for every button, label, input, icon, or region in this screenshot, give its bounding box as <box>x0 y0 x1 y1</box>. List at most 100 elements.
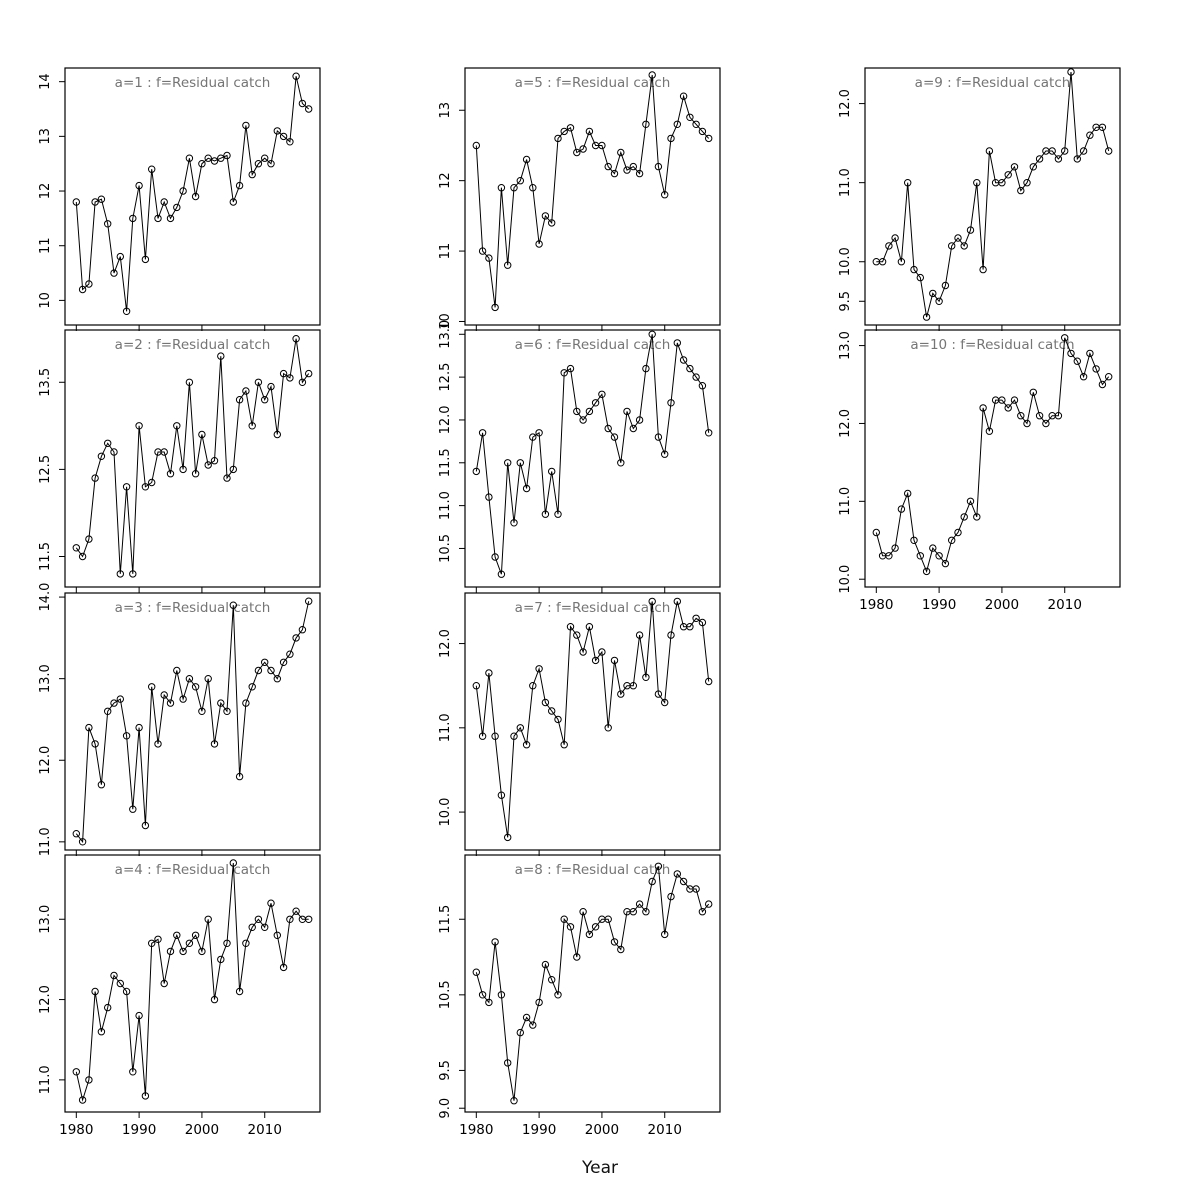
data-point <box>267 666 275 675</box>
data-point <box>954 234 962 242</box>
x-tick-label: 1990 <box>922 597 956 613</box>
data-point <box>623 407 631 416</box>
data-point <box>705 900 713 908</box>
y-tick-label: 11.0 <box>38 827 53 856</box>
data-point <box>72 198 80 206</box>
data-point <box>591 656 600 665</box>
data-point <box>541 212 550 220</box>
data-point <box>623 166 631 174</box>
data-point <box>204 675 212 683</box>
data-point <box>661 930 669 939</box>
data-point <box>286 138 294 146</box>
data-point <box>973 513 981 521</box>
data-point <box>191 470 200 478</box>
y-tick-label: 12.0 <box>838 409 853 438</box>
data-point <box>191 683 200 691</box>
data-point <box>135 723 143 732</box>
y-tick-label: 11.5 <box>438 905 453 934</box>
data-point <box>116 695 125 703</box>
data-point <box>242 387 250 395</box>
data-point <box>610 938 619 946</box>
data-point <box>648 877 656 886</box>
data-point <box>935 552 943 560</box>
y-tick-label: 12 <box>438 172 453 189</box>
data-point <box>179 465 187 474</box>
data-point <box>497 570 506 578</box>
data-line <box>75 76 310 312</box>
data-point <box>598 648 606 656</box>
data-point <box>97 195 106 203</box>
data-point <box>298 99 307 108</box>
data-point <box>922 567 931 576</box>
y-tick-label: 13.0 <box>38 905 53 934</box>
data-point <box>122 987 131 996</box>
data-point <box>273 430 281 439</box>
data-point <box>110 971 118 980</box>
data-point <box>242 121 250 130</box>
data-line <box>475 74 710 308</box>
data-point <box>185 378 194 387</box>
data-point <box>85 723 93 732</box>
data-point <box>485 998 493 1007</box>
data-point <box>1079 147 1088 155</box>
panel-title: a=3 : f=Residual catch <box>115 600 271 616</box>
data-point <box>916 273 925 282</box>
data-point <box>698 618 707 627</box>
data-point <box>573 631 581 639</box>
data-point <box>104 707 112 716</box>
data-point <box>985 427 994 435</box>
data-point <box>566 623 575 631</box>
data-point <box>510 1097 518 1105</box>
data-point <box>585 407 594 416</box>
data-point <box>642 120 650 129</box>
data-point <box>610 169 619 178</box>
data-point <box>891 544 899 552</box>
data-point <box>148 683 156 691</box>
data-point <box>529 184 537 192</box>
data-point <box>261 658 269 667</box>
data-point <box>661 191 669 199</box>
data-point <box>985 147 994 155</box>
x-tick-label: 2000 <box>985 597 1019 613</box>
data-point <box>1035 155 1044 163</box>
y-tick-label: 10.5 <box>438 980 453 1009</box>
data-point <box>560 127 568 136</box>
data-point <box>529 433 537 441</box>
data-point <box>97 781 106 789</box>
data-point <box>286 374 294 382</box>
plot-box <box>464 592 721 851</box>
data-point <box>273 931 281 940</box>
y-tick-label: 10.5 <box>438 534 453 563</box>
data-point <box>642 908 650 916</box>
data-point <box>610 656 619 665</box>
data-point <box>472 682 480 690</box>
data-point <box>922 313 931 321</box>
data-point <box>185 675 194 683</box>
data-point <box>885 242 893 250</box>
data-line <box>475 334 710 575</box>
data-point <box>198 160 206 168</box>
data-point <box>254 160 263 168</box>
data-point <box>292 907 300 915</box>
data-point <box>148 165 156 173</box>
data-point <box>548 976 556 984</box>
data-point <box>210 157 219 165</box>
data-point <box>1010 396 1019 404</box>
data-point <box>1004 171 1012 179</box>
data-point <box>667 892 675 901</box>
data-point <box>623 908 631 916</box>
data-point <box>548 707 556 715</box>
data-point <box>198 430 206 439</box>
data-point <box>705 134 713 143</box>
data-point <box>705 677 713 686</box>
data-point <box>591 141 600 150</box>
data-point <box>129 570 137 578</box>
data-point <box>635 900 644 908</box>
data-point <box>154 448 162 456</box>
y-tick-label: 11.5 <box>438 448 453 477</box>
data-point <box>929 544 937 552</box>
data-point <box>686 885 694 893</box>
data-point <box>654 862 663 870</box>
data-line <box>75 862 309 1102</box>
data-point <box>679 356 688 364</box>
